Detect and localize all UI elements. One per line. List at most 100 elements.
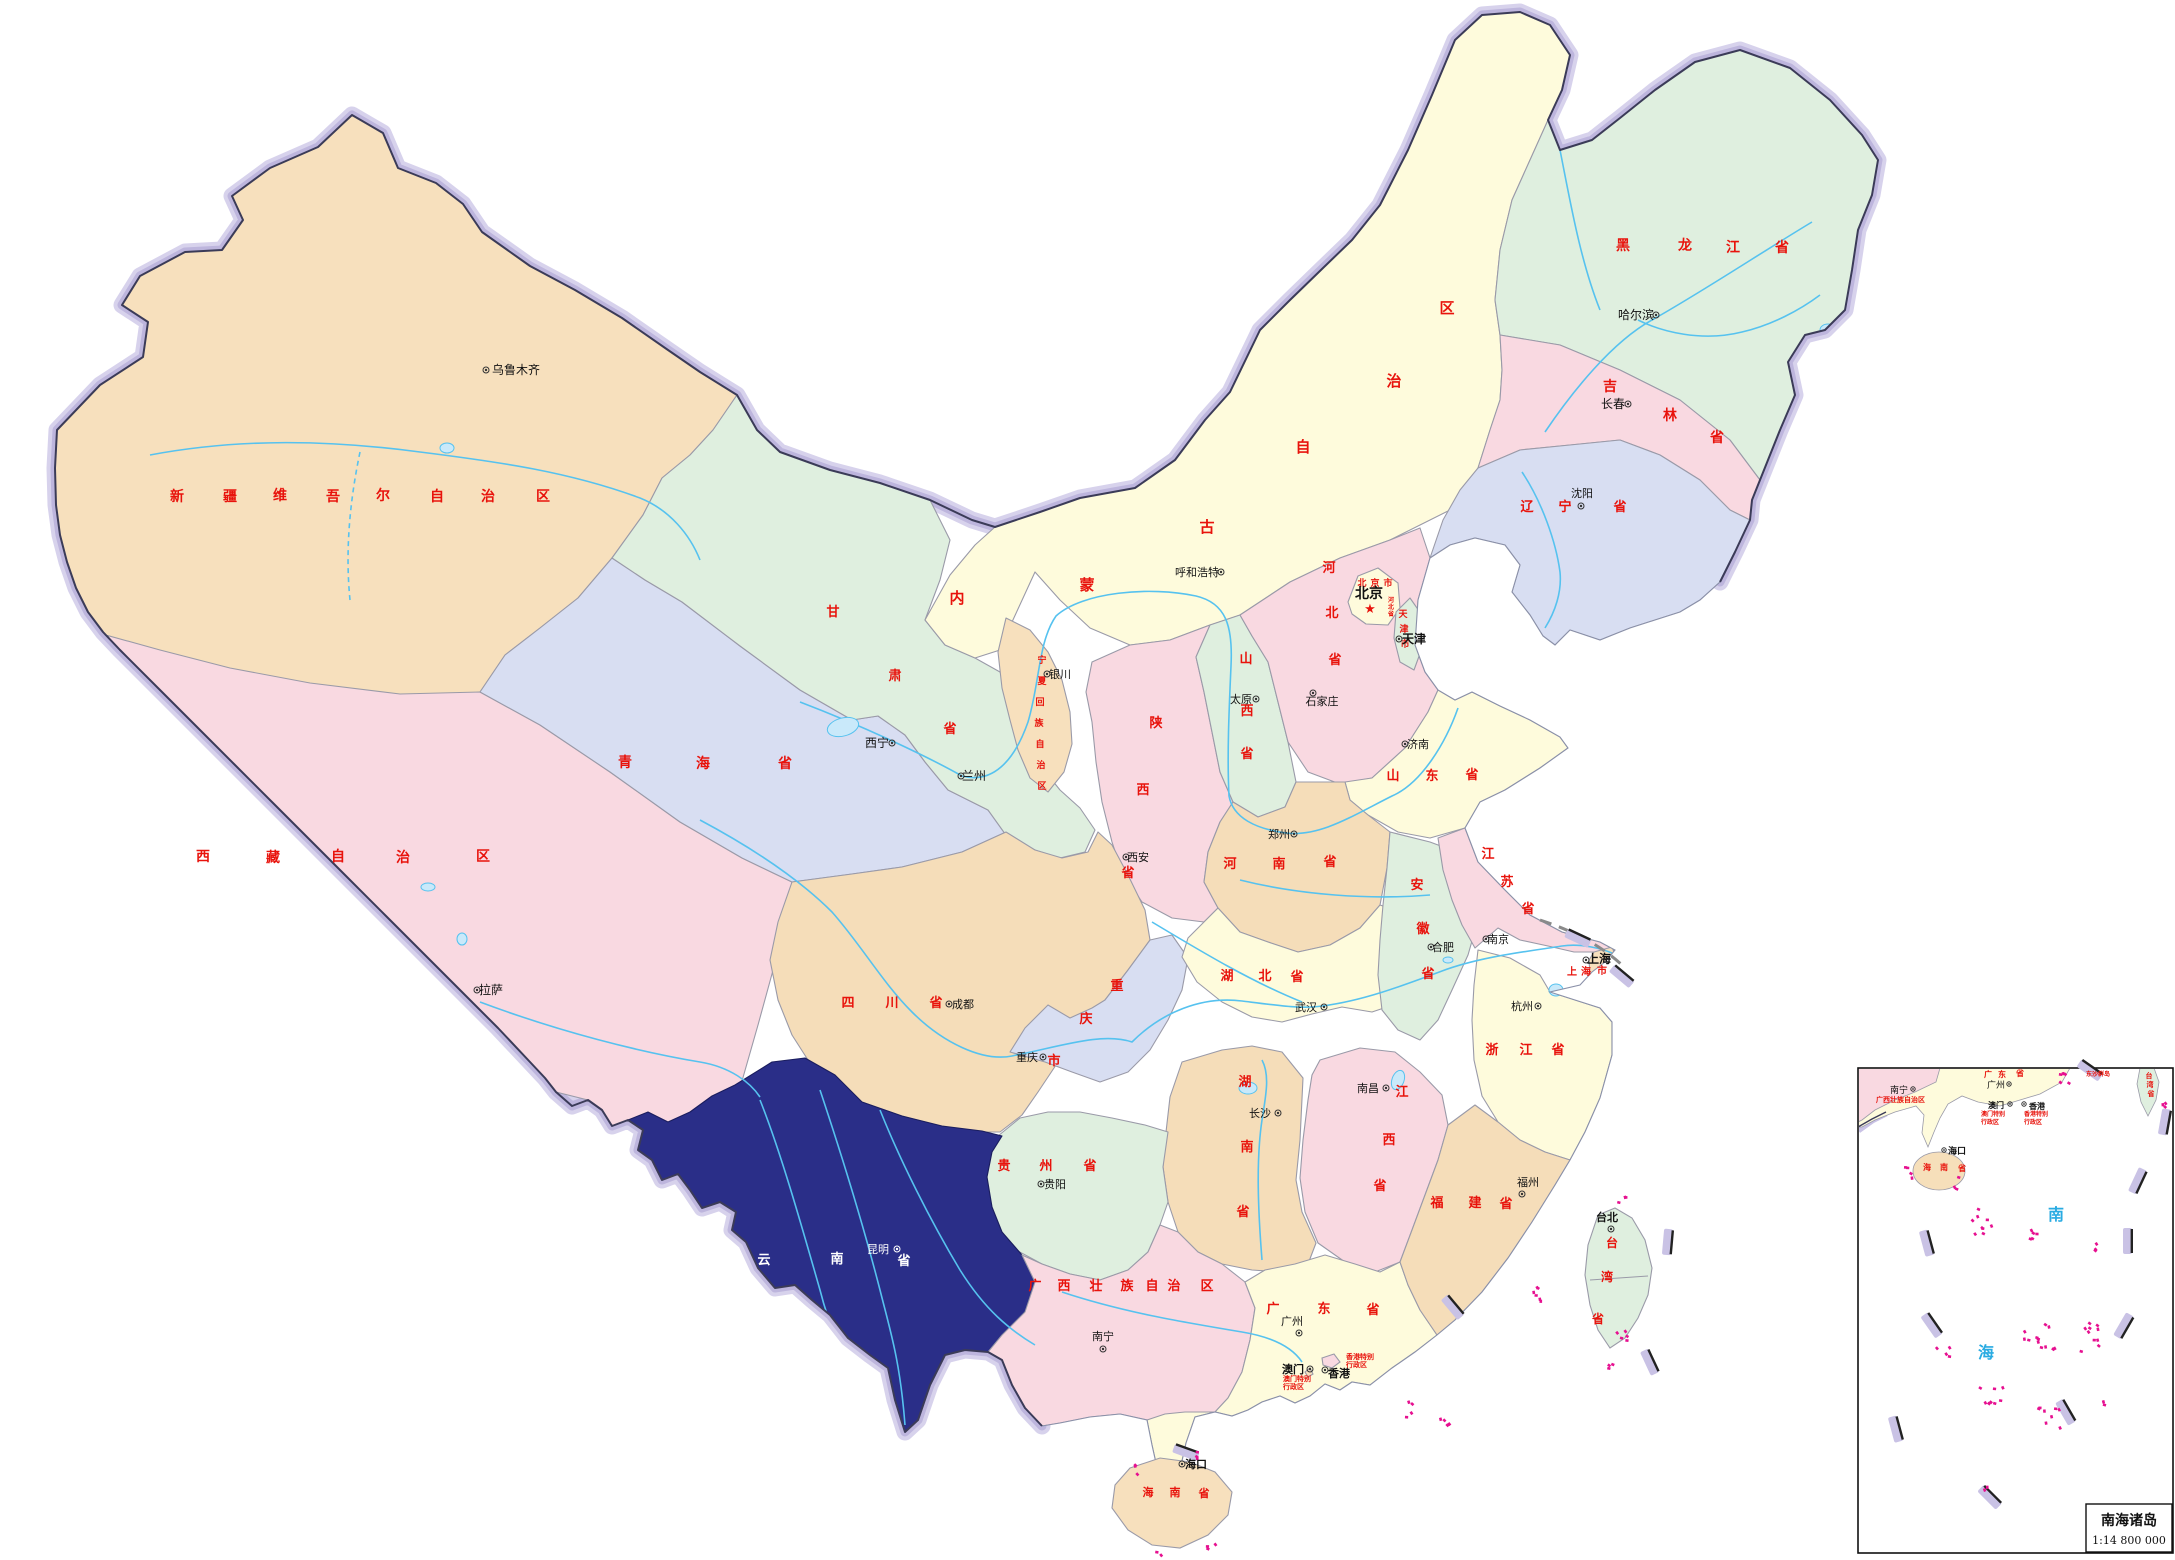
city-marker-dot (1626, 402, 1630, 406)
city-i-nanning[interactable]: 南宁 (1890, 1084, 1916, 1096)
city-xian[interactable]: 西安 (1122, 850, 1149, 864)
city-wulumuqi[interactable]: 乌鲁木齐 (482, 362, 540, 377)
city-changsha[interactable]: 长沙 (1249, 1107, 1282, 1120)
city-i-aomen[interactable]: 澳门 (1988, 1100, 2013, 1110)
island-cluster (1404, 1400, 1415, 1419)
city-huhehaote[interactable]: 呼和浩特 (1175, 565, 1225, 579)
province-hongkong-shape[interactable] (1321, 1353, 1341, 1369)
city-marker-icon (2007, 1101, 2013, 1107)
province-label-xinjiang: 新疆维吾尔自治区 (170, 487, 550, 505)
island-cluster (1615, 1329, 1630, 1342)
city-chengdu[interactable]: 成都 (945, 998, 974, 1011)
city-i-guangzhou[interactable]: 广州 (1987, 1079, 2012, 1091)
province-label-liaoning: 辽宁省 (1520, 499, 1626, 515)
city-nanning[interactable]: 南宁 (1092, 1329, 1114, 1353)
city-zhengzhou[interactable]: 郑州 (1268, 827, 1298, 841)
province-label-hubei-char: 北 (1258, 969, 1271, 984)
city-marker-dot (959, 774, 963, 778)
province-macau-shape[interactable] (1304, 1367, 1314, 1378)
city-haikou[interactable]: 海口 (1178, 1457, 1207, 1471)
city-marker-dot (1322, 1005, 1326, 1009)
city-nanjing[interactable]: 南京 (1482, 932, 1509, 946)
province-label-tianjin: 天津市 (1398, 609, 1409, 650)
city-taibei[interactable]: 台北 (1596, 1210, 1618, 1233)
city-nanchang[interactable]: 南昌 (1357, 1082, 1390, 1095)
city-marker-dot (1311, 691, 1315, 695)
city-marker-dot (2008, 1083, 2010, 1085)
province-label-guizhou: 贵州省 (997, 1158, 1096, 1174)
province-label-yunnan-char: 省 (896, 1253, 910, 1269)
province-hainan-shape[interactable] (1111, 1457, 1233, 1549)
province-label-liaoning-char: 省 (1612, 499, 1626, 515)
province-neimenggu-shape[interactable] (924, 12, 1571, 659)
label-inset-taiwan-char: 省 (2147, 1089, 2155, 1098)
city-label: 呼和浩特 (1175, 565, 1219, 579)
city-marker-icon (893, 1245, 901, 1253)
city-marker-icon (1039, 1053, 1047, 1061)
city-shanghai[interactable]: 上海 (1582, 951, 1611, 966)
label-hebei-mini-char: 河 (1388, 596, 1394, 604)
inset-guangxi-shape[interactable] (1858, 1068, 1941, 1122)
city-changchun[interactable]: 长春 (1601, 397, 1632, 411)
city-fuzhou[interactable]: 福州 (1517, 1175, 1539, 1198)
city-guiyang[interactable]: 贵阳 (1037, 1178, 1066, 1191)
province-chongqing-shape[interactable] (1009, 934, 1189, 1083)
province-label-sichuan-char: 川 (884, 996, 898, 1011)
province-label-heilongjiang-char: 江 (1726, 239, 1740, 256)
taiwan-internal-line (1589, 1275, 1649, 1281)
city-hangzhou[interactable]: 杭州 (1511, 999, 1542, 1013)
city-shenyang[interactable]: 沈阳 (1571, 486, 1593, 510)
city-marker-dot (1579, 504, 1583, 508)
province-label-shandong-char: 山 (1386, 768, 1399, 784)
city-lasa[interactable]: 拉萨 (473, 982, 503, 997)
city-aomen[interactable]: 澳门 (1282, 1362, 1314, 1376)
city-xianggang[interactable]: 香港 (1321, 1366, 1351, 1380)
city-label: 沈阳 (1571, 486, 1593, 500)
city-shijiazhuang[interactable]: 石家庄 (1306, 689, 1339, 708)
city-guangzhou[interactable]: 广州 (1281, 1315, 1303, 1337)
city-marker-icon (1290, 830, 1298, 838)
province-ningxia-shape[interactable] (997, 617, 1073, 793)
island-cluster (1982, 1485, 1989, 1492)
island-cluster (1194, 1450, 1199, 1461)
capital-star-icon: ★ (1364, 602, 1376, 617)
province-label-hunan-char: 湖 (1238, 1075, 1251, 1090)
inset-hainan-shape[interactable] (1912, 1151, 1966, 1191)
inset-islands-group (1903, 1071, 2168, 1492)
province-label-shanghai-char: 海 (1581, 965, 1591, 978)
province-label-hainan-char: 南 (1170, 1485, 1181, 1499)
city-marker-icon (1395, 635, 1403, 643)
boundary-dash-segment (1441, 1294, 1465, 1320)
province-label-xinjiang-char: 治 (481, 488, 495, 505)
city-xining[interactable]: 西宁 (865, 735, 896, 750)
city-marker-dot (1292, 832, 1296, 836)
city-jinan[interactable]: 济南 (1401, 737, 1429, 751)
city-tianjin[interactable]: 天津 (1395, 631, 1426, 646)
city-marker-dot (1403, 742, 1407, 746)
inset-taiwan-shape[interactable] (2136, 1068, 2160, 1117)
province-label-tianjin-char: 市 (1400, 638, 1409, 650)
province-label-sichuan-char: 四 (841, 996, 854, 1011)
province-label-qinghai: 青海省 (618, 754, 792, 772)
city-i-xianggang[interactable]: 香港 (2021, 1101, 2046, 1111)
city-hefei[interactable]: 合肥 (1427, 940, 1454, 954)
city-beijing[interactable]: ★北京 (1355, 585, 1383, 617)
province-label-h_hebei-char: 省 (1327, 652, 1341, 668)
province-label-shaanxi-char: 陕 (1149, 715, 1163, 731)
city-haerbin[interactable]: 哈尔滨 (1618, 307, 1660, 322)
label-inset-taiwan: 台湾省 (2146, 1071, 2155, 1098)
city-marker-dot (475, 988, 479, 992)
city-wuhan[interactable]: 武汉 (1295, 1001, 1328, 1014)
city-yinchuan[interactable]: 银川 (1043, 667, 1071, 681)
province-label-guangdong: 广东省 (1266, 1301, 1379, 1318)
city-lanzhou[interactable]: 兰州 (957, 769, 986, 783)
city-marker-icon (1295, 1329, 1303, 1337)
city-taiyuan[interactable]: 太原 (1230, 693, 1260, 706)
city-i-haikou[interactable]: 海口 (1941, 1145, 1966, 1157)
island-cluster (1438, 1417, 1452, 1428)
city-chongqing[interactable]: 重庆 (1016, 1050, 1047, 1064)
city-kunming[interactable]: 昆明 (867, 1243, 901, 1256)
province-label-beijing: 北京市 (1357, 577, 1392, 589)
river-lancang (819, 1089, 906, 1426)
city-label: 乌鲁木齐 (492, 362, 540, 377)
